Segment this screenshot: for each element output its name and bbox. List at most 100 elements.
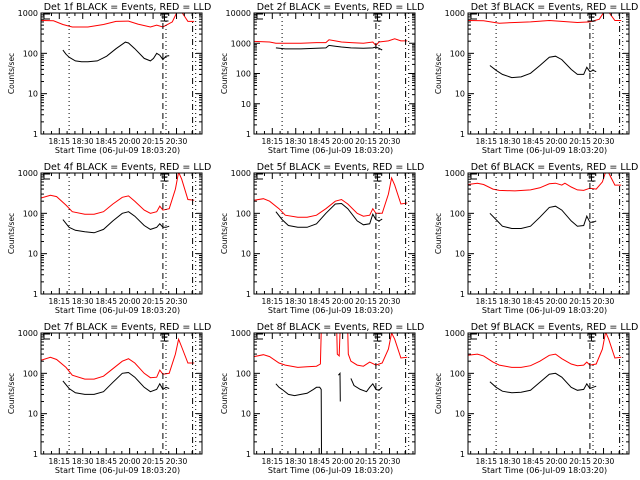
x-tick-label: 18:15 (261, 297, 283, 306)
y-tick-label: 10 (241, 250, 251, 259)
panel-title: Det 7f BLACK = Events, RED = LLD (44, 322, 212, 333)
y-tick-label: 1 (33, 130, 38, 139)
x-axis-label: Start Time (06-Jul-09 18:03:20) (55, 146, 180, 155)
y-tick-label: 1 (33, 290, 38, 299)
start-flag-icon (256, 13, 263, 20)
y-tick-label: 1 (33, 450, 38, 459)
events-series-line (275, 44, 383, 51)
x-axis-label: Start Time (06-Jul-09 18:03:20) (268, 306, 393, 315)
events-series-line (489, 205, 597, 229)
plot-frame (40, 332, 203, 455)
y-tick-label: 1000 (445, 9, 465, 18)
y-tick-label: 10 (28, 410, 38, 419)
x-tick-label: 20:30 (593, 137, 615, 146)
x-tick-label: 18:30 (72, 137, 94, 146)
saa-flag-icon (160, 333, 169, 342)
x-axis-label: Start Time (06-Jul-09 18:03:20) (482, 466, 607, 475)
x-tick-label: 18:45 (95, 137, 117, 146)
x-tick-label: 20:15 (142, 457, 164, 466)
y-tick-label: 1 (460, 290, 465, 299)
saa-flag-icon (587, 333, 596, 342)
saa-flag-icon (373, 173, 382, 182)
panel-det-4: Det 4f BLACK = Events, RED = LLD 1 10 100 10… (7, 162, 211, 315)
x-tick-label: 20:00 (332, 137, 354, 146)
y-tick-label: 10000 (226, 9, 251, 18)
x-tick-label: 20:00 (119, 137, 141, 146)
y-tick-label: 1000 (18, 169, 38, 178)
plot-frame (467, 332, 630, 455)
y-tick-label: 1 (246, 130, 251, 139)
x-tick-label: 20:15 (355, 457, 377, 466)
saa-flag-icon (587, 173, 596, 182)
x-tick-label: 20:30 (379, 297, 401, 306)
x-tick-label: 20:15 (355, 137, 377, 146)
y-axis-label: Counts/sec (220, 53, 229, 94)
y-axis-label: Counts/sec (220, 373, 229, 414)
y-tick-label: 1000 (18, 9, 38, 18)
y-axis-label: Counts/sec (434, 213, 443, 254)
x-tick-label: 20:00 (546, 297, 568, 306)
lld-series-line (41, 173, 195, 215)
y-tick-label: 100 (450, 369, 465, 378)
y-tick-label: 1 (246, 290, 251, 299)
plot-frame (253, 332, 416, 455)
y-tick-label: 100 (450, 209, 465, 218)
y-axis-label: Counts/sec (434, 53, 443, 94)
start-flag-icon (43, 333, 50, 340)
x-axis-label: Start Time (06-Jul-09 18:03:20) (268, 466, 393, 475)
y-tick-label: 100 (236, 209, 251, 218)
events-series-line (489, 55, 597, 79)
events-series-line (275, 202, 383, 228)
panel-title: Det 6f BLACK = Events, RED = LLD (471, 162, 639, 173)
x-tick-label: 18:45 (522, 457, 544, 466)
x-axis-label: Start Time (06-Jul-09 18:03:20) (55, 466, 180, 475)
y-tick-label: 1 (246, 450, 251, 459)
x-tick-label: 18:30 (499, 457, 521, 466)
y-axis-label: Counts/sec (7, 373, 16, 414)
events-series-line (62, 211, 170, 234)
y-axis-label: Counts/sec (220, 213, 229, 254)
x-tick-label: 18:45 (308, 457, 330, 466)
panel-det-7: Det 7f BLACK = Events, RED = LLD 1 10 100 10… (7, 322, 211, 475)
plot-frame (40, 12, 203, 135)
x-tick-label: 20:00 (332, 297, 354, 306)
panel-det-1: Det 1f BLACK = Events, RED = LLD 1 10 100 10… (7, 2, 211, 155)
lld-series-line (254, 176, 408, 218)
y-tick-label: 10 (28, 90, 38, 99)
y-tick-label: 100 (450, 49, 465, 58)
x-tick-label: 18:30 (72, 457, 94, 466)
x-tick-label: 18:15 (48, 137, 70, 146)
start-flag-icon (43, 13, 50, 20)
x-tick-label: 18:45 (522, 137, 544, 146)
saa-flag-icon (373, 333, 382, 342)
x-tick-label: 20:00 (546, 137, 568, 146)
panel-det-9: Det 9f BLACK = Events, RED = LLD 1 10 100 10… (434, 322, 638, 475)
plot-frame (40, 172, 203, 295)
x-tick-label: 18:15 (475, 297, 497, 306)
panel-det-3: Det 3f BLACK = Events, RED = LLD 1 10 100 10… (434, 2, 638, 155)
x-tick-label: 20:30 (379, 137, 401, 146)
plot-frame (253, 172, 416, 295)
x-tick-label: 18:30 (499, 137, 521, 146)
y-tick-label: 100 (236, 70, 251, 79)
panel-det-6: Det 6f BLACK = Events, RED = LLD 1 10 100 10… (434, 162, 638, 315)
saa-flag-icon (160, 173, 169, 182)
y-tick-label: 1000 (445, 169, 465, 178)
lld-series-line (468, 173, 622, 192)
panel-title: Det 2f BLACK = Events, RED = LLD (257, 2, 425, 13)
events-series-line (275, 371, 383, 454)
events-series-line (489, 372, 597, 394)
x-tick-label: 18:45 (522, 297, 544, 306)
panel-det-5: Det 5f BLACK = Events, RED = LLD 1 10 100 10… (220, 162, 424, 315)
x-tick-label: 20:00 (546, 457, 568, 466)
y-axis-label: Counts/sec (7, 53, 16, 94)
x-tick-label: 20:15 (355, 297, 377, 306)
x-tick-label: 18:30 (285, 297, 307, 306)
x-tick-label: 20:30 (593, 297, 615, 306)
x-tick-label: 18:15 (475, 457, 497, 466)
y-tick-label: 10 (455, 410, 465, 419)
y-tick-label: 1000 (231, 39, 251, 48)
lld-series-line (254, 333, 408, 368)
panel-title: Det 3f BLACK = Events, RED = LLD (471, 2, 639, 13)
y-tick-label: 10 (241, 100, 251, 109)
